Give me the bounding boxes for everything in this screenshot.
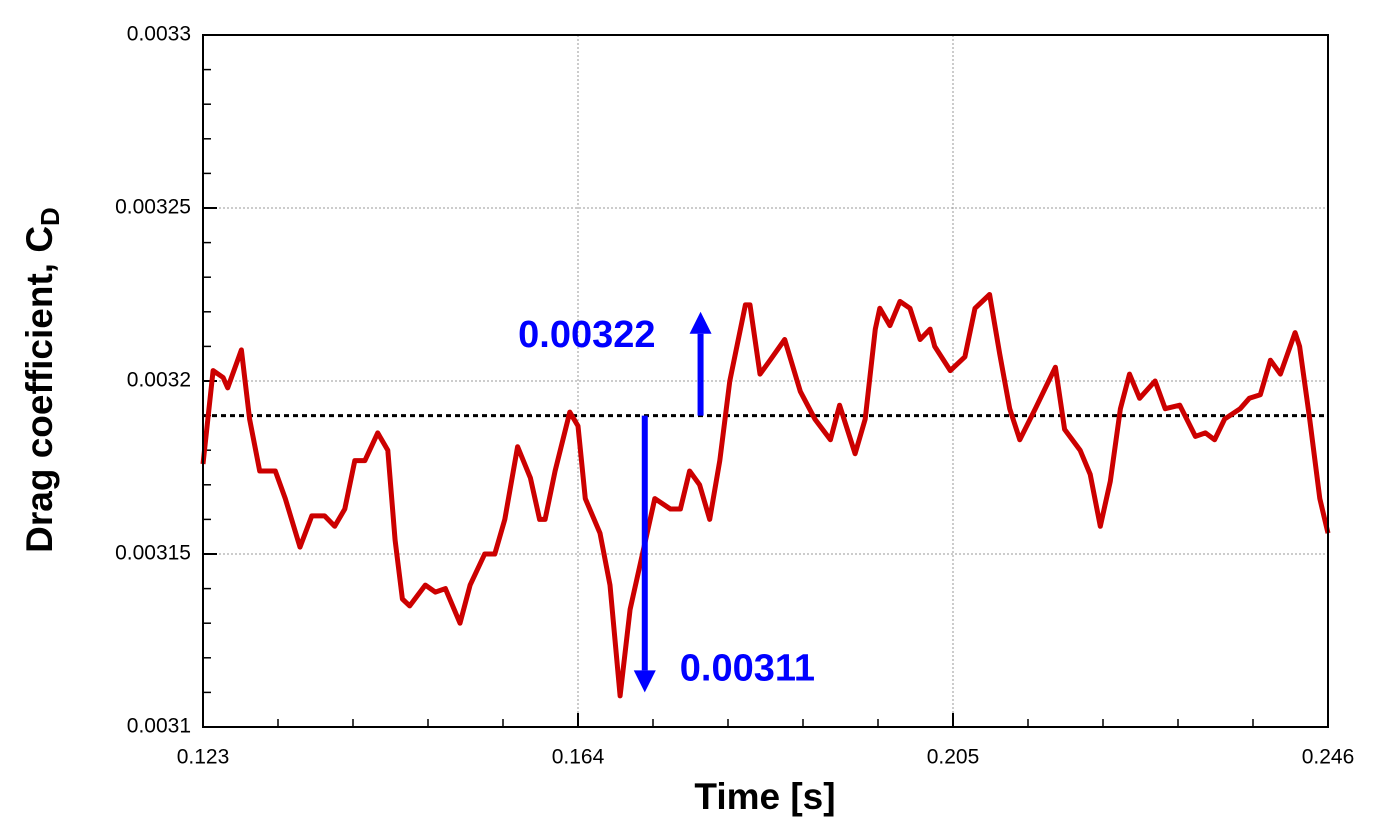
y-tick-label: 0.0031	[127, 715, 191, 738]
y-tick-label: 0.0033	[127, 23, 191, 46]
y-tick-label: 0.00315	[115, 542, 191, 565]
annotation-arrowhead	[689, 311, 712, 334]
x-axis-label: Time [s]	[694, 776, 835, 817]
y-axis-label-subscript: D	[35, 207, 65, 226]
x-tick-label: 0.205	[927, 746, 980, 769]
annotation-label: 0.00322	[518, 314, 655, 356]
data-line	[200, 292, 1331, 699]
plot-frame	[202, 34, 1329, 728]
x-tick-label: 0.246	[1302, 746, 1355, 769]
annotation-arrowhead	[633, 670, 656, 693]
y-tick-label: 0.00325	[115, 196, 191, 219]
x-tick-label: 0.123	[177, 746, 230, 769]
y-axis-label: Drag coefficient, CD	[19, 207, 65, 553]
x-tick-label: 0.164	[552, 746, 605, 769]
annotation-label: 0.00311	[680, 647, 815, 689]
y-axis-label-main: Drag coefficient, C	[19, 226, 60, 553]
y-tick-label: 0.0032	[127, 369, 191, 392]
